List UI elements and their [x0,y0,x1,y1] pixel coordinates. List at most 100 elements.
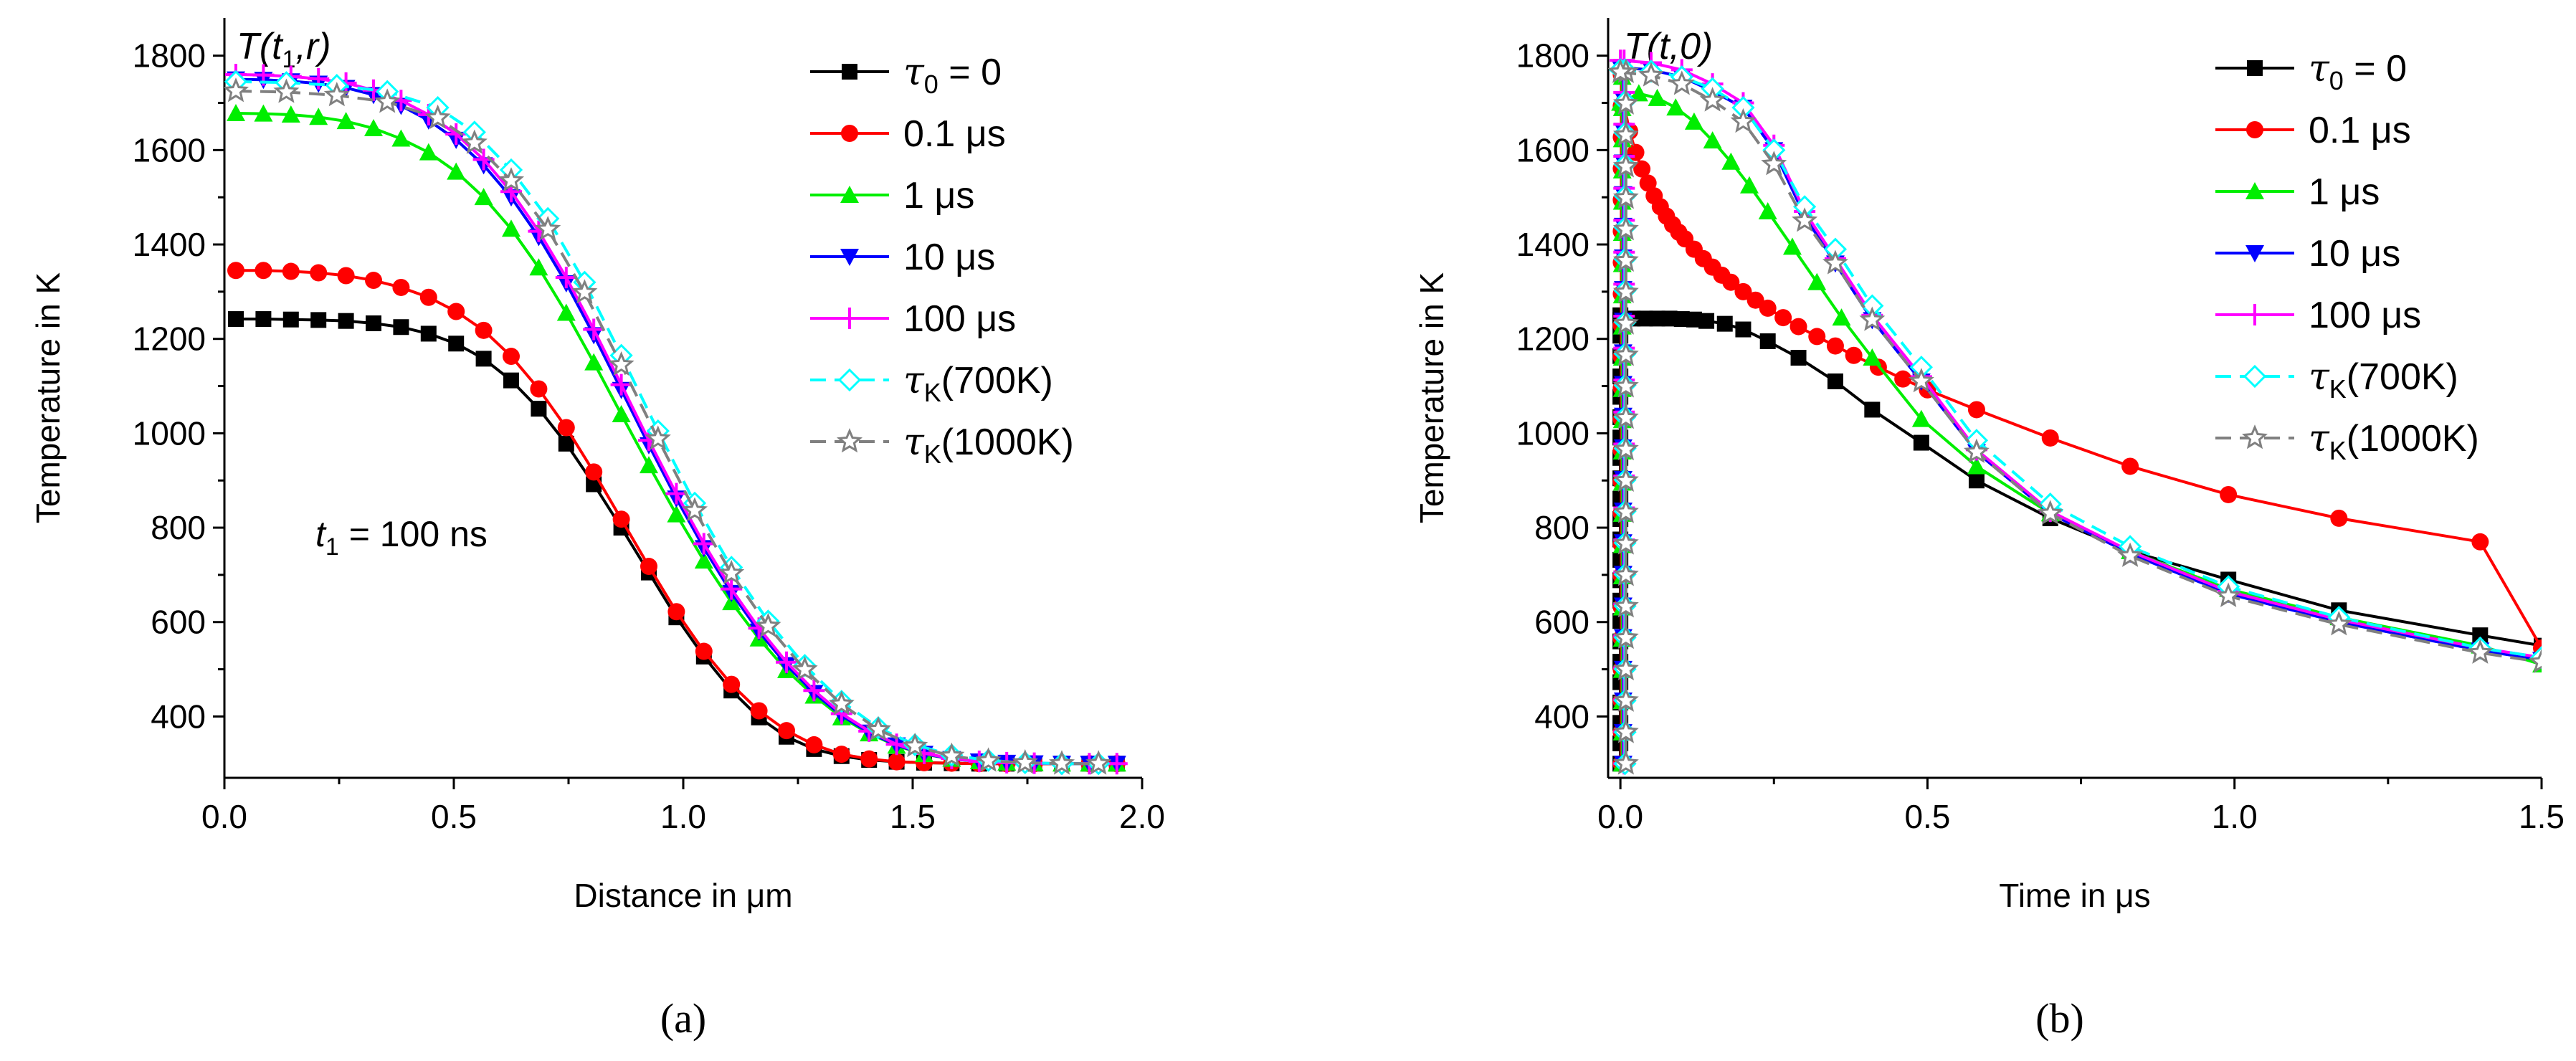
legend-tau: τ [903,359,925,402]
y-tick-label: 600 [151,604,206,641]
legend-subscript: K [924,378,941,407]
data-point [475,351,492,367]
series-tauK1000 [224,77,1112,775]
data-point [1790,318,1807,336]
data-point [535,216,561,241]
y-tick-label: 1400 [133,226,206,263]
y-tick-label: 800 [1534,509,1589,546]
data-point [461,129,488,154]
x-axis-label: Time in μs [1999,877,2150,914]
legend-marker [2244,304,2266,325]
title-subscript: 1 [282,46,296,73]
data-point [776,651,797,673]
legend-tau: τ [2309,417,2330,460]
data-point [1661,310,1678,327]
data-point [1085,750,1112,775]
data-point [556,303,576,321]
data-point [612,405,631,423]
data-point [281,105,300,123]
data-point [1612,655,1639,681]
y-tick-label: 800 [151,509,206,546]
data-point [1612,153,1639,178]
legend-label: 1 μs [903,175,974,217]
data-point [803,680,825,702]
data-point [1774,309,1792,327]
legend-label: 100 μs [2309,295,2421,336]
data-point [571,279,598,304]
data-point [2041,429,2059,447]
annotation-t1: t1 = 100 ns [315,514,488,561]
data-point [1968,472,1985,489]
data-point [1913,434,1929,451]
data-point [1734,282,1752,300]
data-point [610,374,632,396]
data-point [1827,373,1843,389]
legend-label: 0.1 μs [903,113,1006,155]
legend-marker [2243,364,2267,389]
data-point [1792,207,1818,232]
title-tail: ,r) [295,26,331,67]
data-point [1790,350,1807,366]
data-point [531,401,547,417]
x-tick-label: 2.0 [1119,798,1165,835]
legend-marker [2247,60,2263,76]
panel-b: 0.0 0.5 1.0 1.5 400 600 800 1000 1200 1400 1600 180… [1413,18,2565,1042]
data-point [448,336,465,352]
legend-text: (1000K) [941,422,1074,463]
data-point [393,319,409,336]
data-point [338,313,354,329]
data-point [323,82,350,107]
data-point [447,303,465,320]
data-point [1648,88,1667,106]
legend-label: τ0 = 0 [903,51,1002,99]
data-point [1859,306,1886,331]
data-point [2220,485,2238,503]
data-point [902,733,928,758]
data-point [1668,70,1695,95]
data-point [1759,333,1776,349]
data-point [1759,299,1777,317]
data-point [1864,401,1881,418]
data-point [1633,160,1651,178]
data-point [1699,87,1726,112]
y-tick-label: 1200 [133,320,206,358]
y-tick-label: 1600 [1516,131,1589,168]
data-point [365,272,382,290]
data-point [1761,151,1787,176]
series-line [235,73,1117,766]
data-point [254,104,273,122]
y-tick-label: 1000 [133,414,206,452]
data-point [1684,112,1703,130]
data-point [718,560,745,585]
panel-label: (a) [660,995,706,1042]
data-point [447,162,466,180]
data-point [1666,98,1686,116]
data-point [1612,247,1639,272]
data-point [1612,530,1639,555]
data-point [2330,509,2348,527]
data-point [640,558,657,576]
legend-label: 10 μs [903,237,995,278]
data-point [1746,291,1764,309]
data-point [1612,184,1639,209]
data-point [310,264,328,282]
data-point [1716,315,1733,332]
data-point [1908,368,1934,393]
data-point [723,675,741,693]
data-point [1612,215,1639,241]
data-point [1740,176,1759,194]
legend-label: τK(1000K) [903,421,1074,469]
panel-label: (b) [2035,995,2084,1042]
data-point [273,78,300,103]
y-tick-label: 1000 [1516,414,1589,452]
data-point [1722,273,1740,291]
legend-subscript: K [924,439,941,469]
legend-label: 0.1 μs [2309,110,2411,151]
data-point [694,551,713,569]
data-point [374,88,401,113]
data-point [364,119,383,137]
legend-tau: τ [2309,47,2330,90]
legend-label: τK(700K) [2309,356,2458,404]
annotation-value: = 100 ns [339,514,488,554]
